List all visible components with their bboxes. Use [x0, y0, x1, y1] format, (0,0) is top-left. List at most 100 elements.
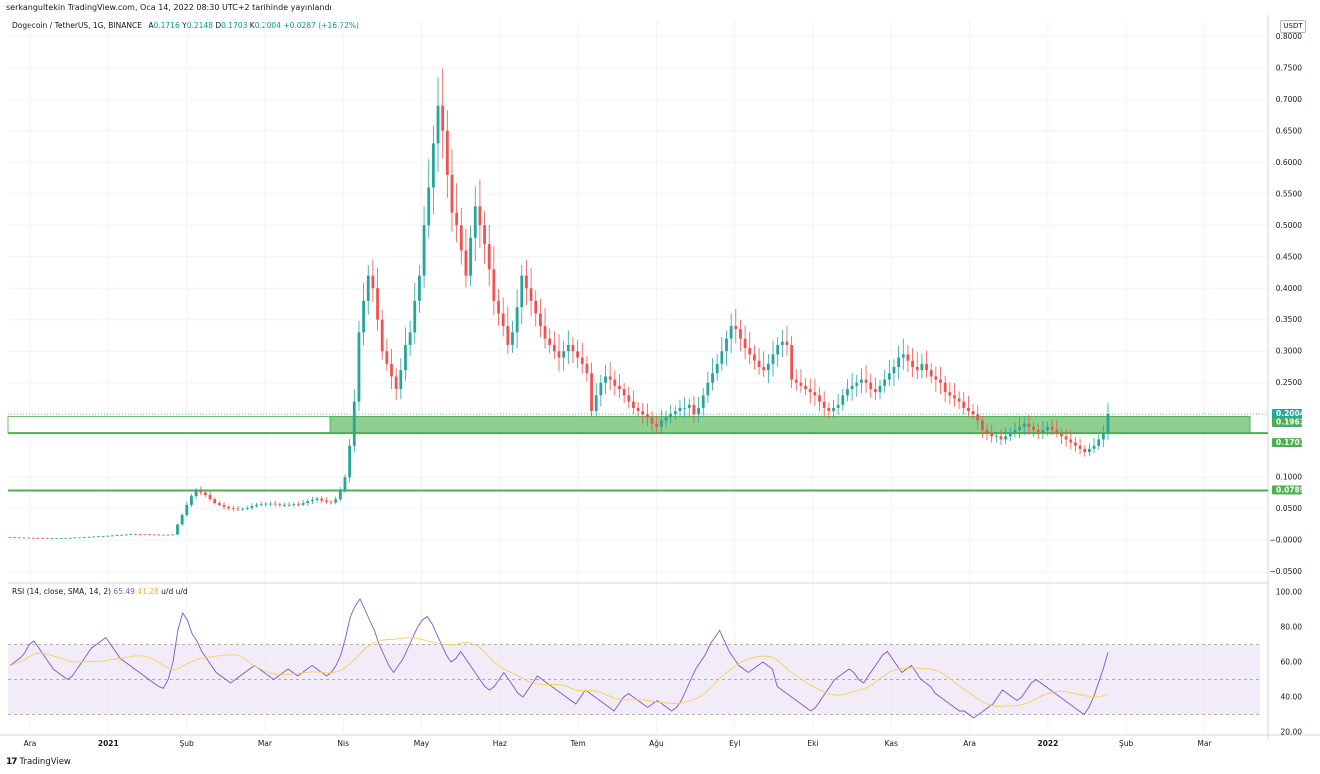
- candle-body: [920, 363, 924, 371]
- candle-body: [194, 491, 198, 497]
- candle-body: [120, 534, 124, 536]
- candle-body: [259, 504, 263, 506]
- candle-body: [1041, 429, 1045, 434]
- candle-body: [278, 504, 282, 506]
- candle-body: [59, 538, 63, 539]
- price-axis[interactable]: 0.8000 0.7500 0.7000 0.6500 0.6000 0.5500 0.50…: [1269, 32, 1302, 576]
- candle-body: [562, 351, 566, 358]
- candle-body: [264, 503, 268, 505]
- candle-body: [725, 338, 728, 352]
- candle-body: [971, 411, 975, 415]
- price-tick-label: 0.4000: [1276, 284, 1302, 293]
- currency-button[interactable]: USDT: [1280, 20, 1306, 33]
- candle-body: [408, 332, 412, 345]
- candle-body: [794, 379, 798, 383]
- candle-body: [78, 537, 82, 539]
- candle-body: [506, 326, 510, 345]
- candle-body: [343, 477, 347, 492]
- time-tick-label: 2022: [1037, 739, 1058, 748]
- price-label: 0.1701: [1276, 438, 1305, 447]
- candle-body: [129, 534, 133, 536]
- candle-body: [715, 363, 719, 374]
- candle-body: [511, 332, 514, 345]
- candle-body: [706, 382, 710, 396]
- candle-body: [96, 536, 100, 538]
- candle-body: [213, 499, 217, 504]
- candle-body: [618, 385, 621, 390]
- candle-body: [813, 392, 817, 396]
- candle-body: [627, 395, 631, 402]
- time-tick-label: Mar: [1197, 739, 1212, 748]
- candle-body: [422, 225, 426, 276]
- change-value: +0.0287 (+16.72%): [283, 21, 359, 30]
- candle-body: [13, 537, 17, 538]
- candle-body: [1092, 445, 1096, 449]
- candle-body: [855, 382, 859, 386]
- price-tick-label: 0.7000: [1276, 95, 1302, 104]
- candle-body: [413, 300, 417, 333]
- candle-body: [338, 491, 342, 500]
- candle-body: [580, 357, 584, 364]
- candle-body: [515, 307, 519, 333]
- candle-body: [250, 506, 254, 509]
- candle-body: [390, 363, 393, 377]
- time-tick-label: Eki: [807, 739, 818, 748]
- symbol-title: Dogecoin / TetherUS, 1G, BINANCE: [12, 21, 142, 30]
- candle-body: [55, 538, 58, 539]
- candle-body: [441, 105, 445, 131]
- candle-body: [64, 538, 68, 539]
- candle-body: [306, 501, 310, 504]
- candle-body: [748, 348, 752, 355]
- candle-body: [836, 404, 840, 408]
- candle-body: [962, 401, 966, 408]
- candle-body: [455, 212, 459, 226]
- candle-body: [659, 420, 663, 427]
- candle-body: [873, 389, 877, 393]
- candle-body: [1018, 426, 1022, 430]
- candle-body: [967, 407, 970, 412]
- candle-body: [176, 524, 179, 535]
- candle-body: [87, 536, 91, 538]
- candle-body: [557, 351, 561, 358]
- candle-body: [106, 535, 110, 537]
- time-tick-label: Haz: [493, 739, 507, 748]
- candle-body: [473, 206, 477, 238]
- candle-body: [1036, 429, 1040, 434]
- price-tick-label: 0.6500: [1276, 126, 1302, 135]
- support-zone: [7, 413, 1268, 492]
- candle-body: [846, 389, 849, 396]
- candle-body: [171, 534, 175, 536]
- candle-body: [1050, 426, 1054, 430]
- candle-body: [324, 500, 328, 502]
- candle-body: [222, 504, 226, 507]
- candle-body: [762, 366, 766, 371]
- candle-body: [138, 534, 142, 536]
- candle-body: [590, 373, 593, 412]
- candle-body: [799, 382, 803, 386]
- candle-body: [22, 537, 26, 539]
- candle-body: [101, 536, 105, 537]
- candle-body: [980, 420, 984, 430]
- candle-body: [608, 376, 612, 380]
- candle-body: [780, 341, 784, 345]
- candle-body: [650, 417, 654, 424]
- candle-body: [445, 130, 449, 175]
- footer-brand[interactable]: 17 TradingView: [6, 757, 71, 767]
- time-tick-label: Nis: [337, 739, 349, 748]
- rsi-legend: RSI (14, close, SMA, 14, 2) 65.49 41.28 …: [12, 587, 188, 596]
- candle-body: [478, 206, 482, 226]
- candle-body: [948, 392, 952, 396]
- candle-body: [934, 376, 938, 380]
- candle-body: [525, 275, 528, 289]
- candle-body: [418, 275, 421, 301]
- candle-body: [255, 504, 258, 507]
- time-axis[interactable]: Ara 2021 Şub Mar Nis May Haz Tem Ağu Eyl Eki Kas Ara…: [0, 734, 1320, 748]
- candle-body: [841, 395, 845, 405]
- candle-body: [320, 498, 324, 501]
- price-label-bg: [1272, 417, 1302, 427]
- candle-body: [1004, 436, 1008, 440]
- candle-body: [227, 506, 231, 509]
- candle-body: [1046, 426, 1049, 430]
